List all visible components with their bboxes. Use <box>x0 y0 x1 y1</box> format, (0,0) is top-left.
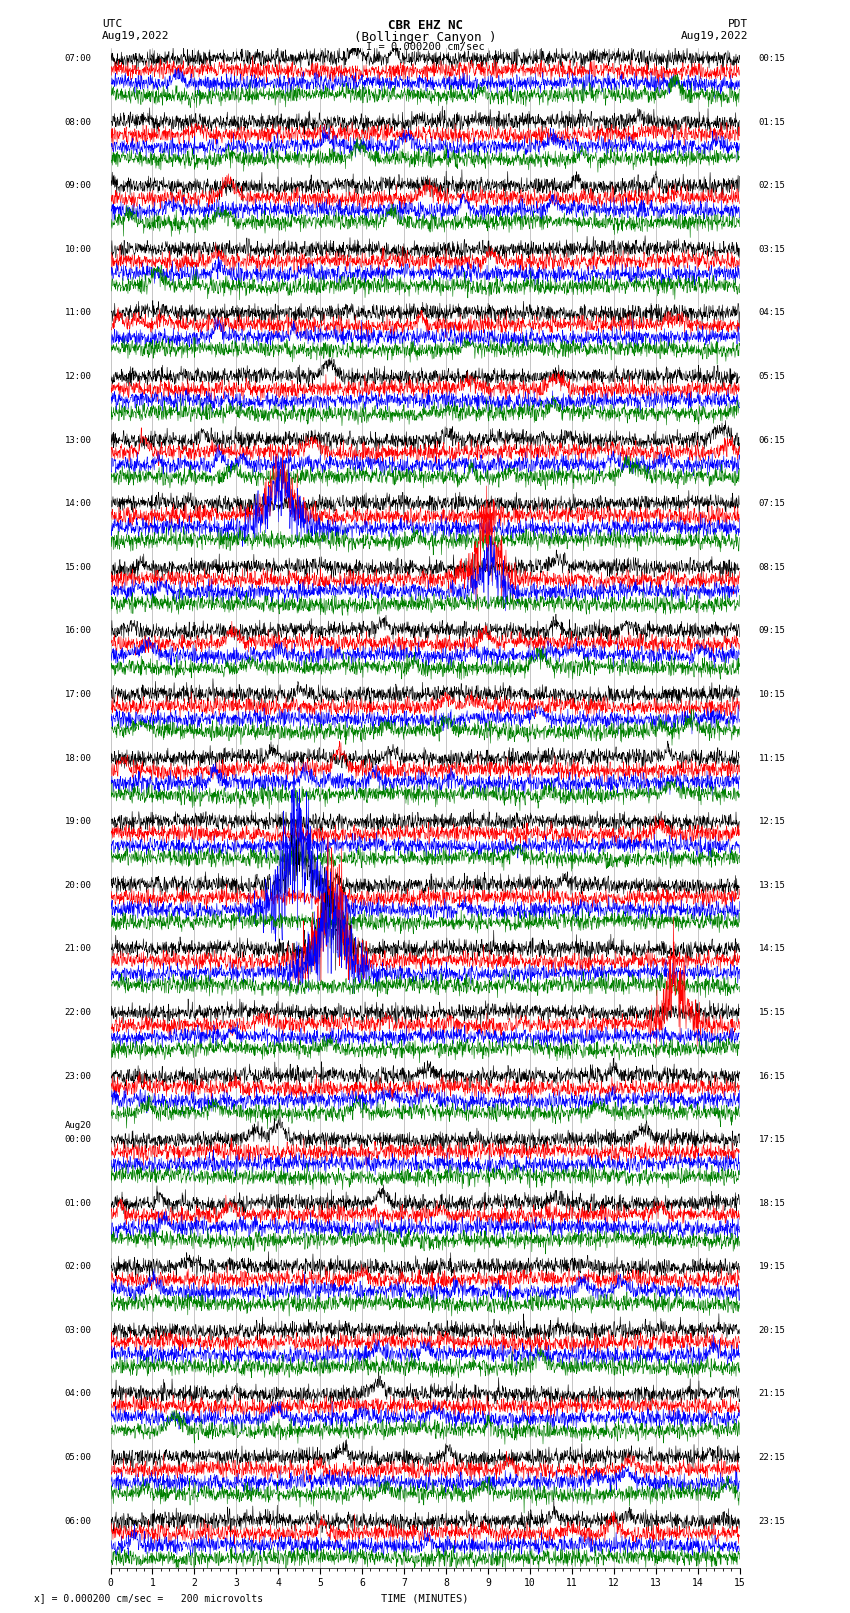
Text: 19:00: 19:00 <box>65 818 92 826</box>
Text: 15:15: 15:15 <box>758 1008 785 1016</box>
Text: 17:15: 17:15 <box>758 1136 785 1144</box>
Text: 08:15: 08:15 <box>758 563 785 571</box>
Text: 17:00: 17:00 <box>65 690 92 698</box>
Text: 06:15: 06:15 <box>758 436 785 445</box>
Text: 18:00: 18:00 <box>65 753 92 763</box>
Text: 14:15: 14:15 <box>758 944 785 953</box>
Text: 11:00: 11:00 <box>65 308 92 318</box>
Text: 01:15: 01:15 <box>758 118 785 127</box>
Text: 02:15: 02:15 <box>758 181 785 190</box>
Text: 21:00: 21:00 <box>65 944 92 953</box>
Text: 16:00: 16:00 <box>65 626 92 636</box>
Text: 03:15: 03:15 <box>758 245 785 253</box>
Text: 20:15: 20:15 <box>758 1326 785 1336</box>
Text: 02:00: 02:00 <box>65 1263 92 1271</box>
Text: 22:15: 22:15 <box>758 1453 785 1461</box>
Text: 00:15: 00:15 <box>758 55 785 63</box>
Text: 03:00: 03:00 <box>65 1326 92 1336</box>
Text: 13:00: 13:00 <box>65 436 92 445</box>
Text: 05:15: 05:15 <box>758 373 785 381</box>
Text: 09:00: 09:00 <box>65 181 92 190</box>
Text: 10:00: 10:00 <box>65 245 92 253</box>
Text: 15:00: 15:00 <box>65 563 92 571</box>
Text: I = 0.000200 cm/sec: I = 0.000200 cm/sec <box>366 42 484 52</box>
Text: PDT: PDT <box>728 19 748 29</box>
Text: 04:15: 04:15 <box>758 308 785 318</box>
Text: 13:15: 13:15 <box>758 881 785 890</box>
Text: UTC: UTC <box>102 19 122 29</box>
Text: 07:15: 07:15 <box>758 498 785 508</box>
Text: 16:15: 16:15 <box>758 1071 785 1081</box>
Text: 12:00: 12:00 <box>65 373 92 381</box>
Text: 12:15: 12:15 <box>758 818 785 826</box>
X-axis label: TIME (MINUTES): TIME (MINUTES) <box>382 1594 468 1603</box>
Text: 22:00: 22:00 <box>65 1008 92 1016</box>
Text: 06:00: 06:00 <box>65 1516 92 1526</box>
Text: 04:00: 04:00 <box>65 1389 92 1398</box>
Text: Aug19,2022: Aug19,2022 <box>102 31 169 40</box>
Text: 18:15: 18:15 <box>758 1198 785 1208</box>
Text: 23:00: 23:00 <box>65 1071 92 1081</box>
Text: CBR EHZ NC: CBR EHZ NC <box>388 19 462 32</box>
Text: 19:15: 19:15 <box>758 1263 785 1271</box>
Text: 08:00: 08:00 <box>65 118 92 127</box>
Text: 21:15: 21:15 <box>758 1389 785 1398</box>
Text: 00:00: 00:00 <box>65 1136 92 1144</box>
Text: 05:00: 05:00 <box>65 1453 92 1461</box>
Text: 01:00: 01:00 <box>65 1198 92 1208</box>
Text: 11:15: 11:15 <box>758 753 785 763</box>
Text: Aug19,2022: Aug19,2022 <box>681 31 748 40</box>
Text: 14:00: 14:00 <box>65 498 92 508</box>
Text: 09:15: 09:15 <box>758 626 785 636</box>
Text: 20:00: 20:00 <box>65 881 92 890</box>
Text: 10:15: 10:15 <box>758 690 785 698</box>
Text: 23:15: 23:15 <box>758 1516 785 1526</box>
Text: (Bollinger Canyon ): (Bollinger Canyon ) <box>354 31 496 44</box>
Text: Aug20: Aug20 <box>65 1121 92 1129</box>
Text: x] = 0.000200 cm/sec =   200 microvolts: x] = 0.000200 cm/sec = 200 microvolts <box>34 1594 264 1603</box>
Text: 07:00: 07:00 <box>65 55 92 63</box>
